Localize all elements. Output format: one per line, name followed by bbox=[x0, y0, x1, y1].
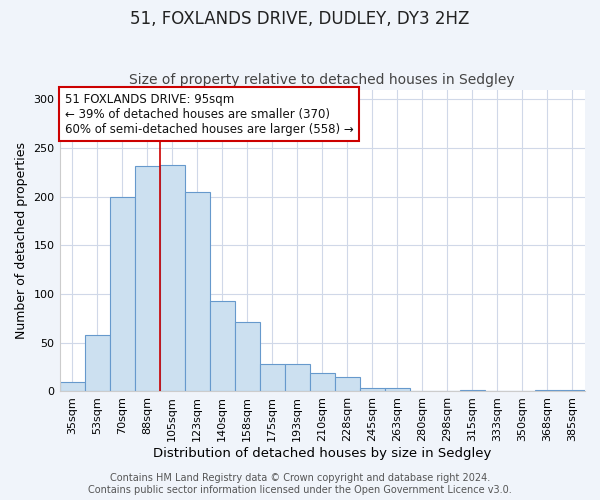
Bar bbox=[560, 390, 585, 392]
Bar bbox=[460, 390, 485, 392]
Bar bbox=[260, 364, 285, 392]
X-axis label: Distribution of detached houses by size in Sedgley: Distribution of detached houses by size … bbox=[153, 447, 491, 460]
Text: Contains HM Land Registry data © Crown copyright and database right 2024.
Contai: Contains HM Land Registry data © Crown c… bbox=[88, 474, 512, 495]
Bar bbox=[385, 388, 410, 392]
Bar bbox=[335, 377, 360, 392]
Text: 51, FOXLANDS DRIVE, DUDLEY, DY3 2HZ: 51, FOXLANDS DRIVE, DUDLEY, DY3 2HZ bbox=[130, 10, 470, 28]
Bar bbox=[160, 164, 185, 392]
Bar bbox=[535, 390, 560, 392]
Bar bbox=[85, 335, 110, 392]
Text: 51 FOXLANDS DRIVE: 95sqm
← 39% of detached houses are smaller (370)
60% of semi-: 51 FOXLANDS DRIVE: 95sqm ← 39% of detach… bbox=[65, 92, 353, 136]
Bar bbox=[110, 196, 134, 392]
Bar bbox=[235, 322, 260, 392]
Bar bbox=[209, 301, 235, 392]
Bar bbox=[360, 388, 385, 392]
Bar bbox=[310, 373, 335, 392]
Bar bbox=[285, 364, 310, 392]
Bar bbox=[134, 166, 160, 392]
Title: Size of property relative to detached houses in Sedgley: Size of property relative to detached ho… bbox=[130, 73, 515, 87]
Y-axis label: Number of detached properties: Number of detached properties bbox=[15, 142, 28, 339]
Bar bbox=[185, 192, 209, 392]
Bar bbox=[59, 382, 85, 392]
